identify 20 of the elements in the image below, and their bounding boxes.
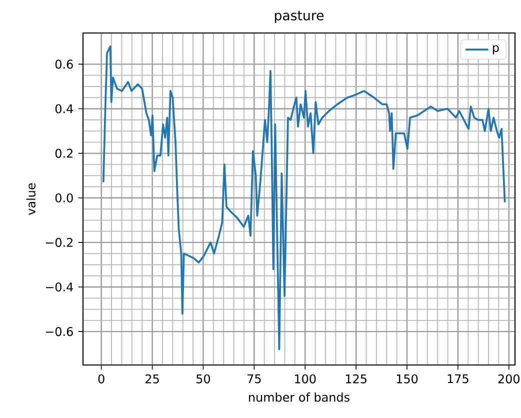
y-tick-label: 0.6 [55, 60, 73, 69]
x-tick-label: 200 [498, 374, 520, 384]
y-tick-label: 0.2 [55, 148, 72, 158]
x-tick-label: 0 [98, 374, 104, 384]
chart-title: pasture [274, 10, 324, 23]
y-axis-title: value [26, 183, 36, 215]
x-axis-title: number of bands [249, 392, 350, 402]
y-tick-label: −0.2 [46, 238, 72, 247]
x-tick-label: 125 [346, 374, 366, 384]
legend-label: p [492, 45, 499, 54]
x-tick-label: 75 [248, 374, 261, 384]
x-tick-label: 100 [295, 374, 316, 384]
x-tick-label: 25 [146, 374, 159, 384]
y-tick-label: 0.0 [55, 193, 73, 202]
y-tick-label: −0.4 [46, 282, 73, 292]
x-tick-label: 175 [448, 374, 468, 384]
x-tick-label: 150 [396, 374, 418, 384]
y-tick-label: −0.6 [46, 327, 73, 336]
x-tick-label: 50 [196, 374, 210, 384]
y-tick-label: 0.4 [55, 104, 73, 114]
